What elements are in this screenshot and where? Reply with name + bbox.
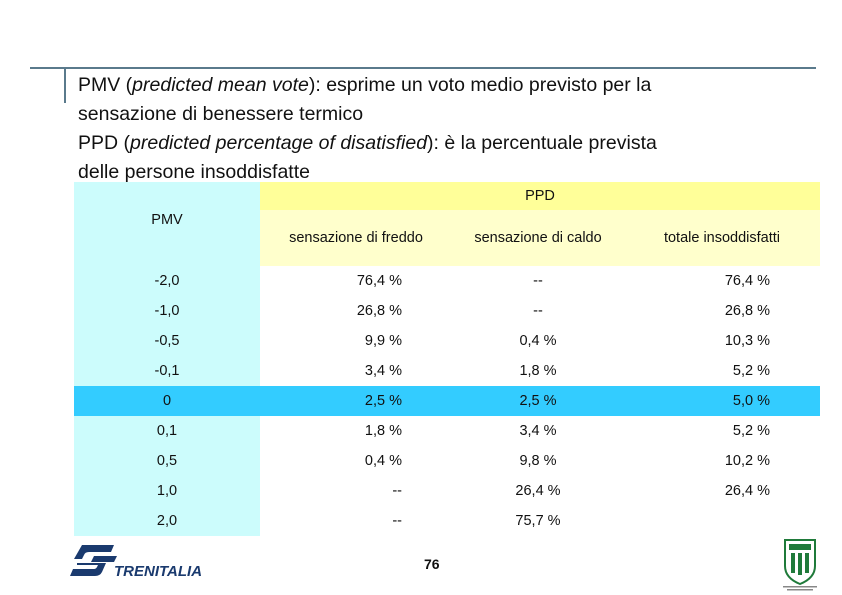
pmv-cell: 2,0 (74, 506, 260, 536)
cold-cell: 76,4 % (356, 273, 402, 289)
col-total-header: totale insoddisfatti (624, 210, 820, 266)
ppd-header: PPD (260, 182, 820, 210)
cold-cell: 3,4 % (364, 363, 402, 379)
trenitalia-wordmark: TRENITALIA (114, 563, 202, 580)
hot-cell: 75,7 % (515, 513, 561, 529)
pmv-cell: 0,1 (74, 416, 260, 446)
table-body: -2,0 76,4 % -- 76,4 % -1,0 26,8 % -- 26,8 % -0,5… (74, 266, 820, 536)
table-row: -2,0 76,4 % -- 76,4 % (74, 266, 820, 296)
total-cell: 26,4 % (724, 483, 770, 499)
pmv-cell: -0,5 (74, 326, 260, 356)
table-row: 1,0 -- 26,4 % 26,4 % (74, 476, 820, 506)
hot-cell: 0,4 % (519, 333, 557, 349)
university-crest (783, 539, 817, 591)
col-cold-header: sensazione di freddo (260, 210, 452, 266)
cold-cell: 0,4 % (364, 453, 402, 469)
pmv-cell: 0 (74, 386, 260, 416)
hot-cell: 1,8 % (519, 363, 557, 379)
table-row: -0,5 9,9 % 0,4 % 10,3 % (74, 326, 820, 356)
ppd-table: PMV PPD sensazione di freddo sensazione … (74, 182, 820, 536)
total-cell: 5,2 % (732, 423, 770, 439)
heading-line-4: delle persone insoddisfatte (78, 161, 310, 183)
pmv-cell: -0,1 (74, 356, 260, 386)
total-cell: 5,0 % (624, 386, 820, 416)
total-cell: 76,4 % (724, 273, 770, 289)
table-row: 2,0 -- 75,7 % (74, 506, 820, 536)
table-row: 0,1 1,8 % 3,4 % 5,2 % (74, 416, 820, 446)
table-row: 0 2,5 % 2,5 % 5,0 % (74, 386, 820, 416)
pmv-cell: -1,0 (74, 296, 260, 326)
cold-cell: 2,5 % (260, 386, 452, 416)
trenitalia-logo: TRENITALIA (70, 545, 202, 580)
table-row: -0,1 3,4 % 1,8 % 5,2 % (74, 356, 820, 386)
cold-cell: 1,8 % (364, 423, 402, 439)
pmv-cell: 1,0 (74, 476, 260, 506)
top-rule (30, 67, 816, 69)
table-row: -1,0 26,8 % -- 26,8 % (74, 296, 820, 326)
cold-cell: 26,8 % (356, 303, 402, 319)
hot-cell: 3,4 % (519, 423, 557, 439)
heading-line-2: sensazione di benessere termico (78, 103, 364, 125)
pmv-header: PMV (74, 182, 260, 266)
heading-line-3: PPD (predicted percentage of disatisfied… (78, 132, 657, 154)
pmv-cell: 0,5 (74, 446, 260, 476)
cold-cell: -- (392, 513, 402, 529)
page-number: 76 (424, 556, 440, 572)
total-cell: 5,2 % (732, 363, 770, 379)
col-hot-header: sensazione di caldo (452, 210, 624, 266)
slide-heading: PMV (predicted mean vote): esprime un vo… (78, 71, 818, 187)
cold-cell: 9,9 % (364, 333, 402, 349)
hot-cell: 9,8 % (519, 453, 557, 469)
left-rule (64, 67, 66, 103)
pmv-cell: -2,0 (74, 266, 260, 296)
total-cell (624, 506, 820, 536)
heading-line-1: PMV (predicted mean vote): esprime un vo… (78, 74, 652, 96)
hot-cell: -- (533, 273, 543, 289)
total-cell: 10,2 % (724, 453, 770, 469)
table-row: 0,5 0,4 % 9,8 % 10,2 % (74, 446, 820, 476)
hot-cell: -- (533, 303, 543, 319)
hot-cell: 26,4 % (515, 483, 561, 499)
total-cell: 10,3 % (724, 333, 770, 349)
cold-cell: -- (392, 483, 402, 499)
hot-cell: 2,5 % (452, 386, 624, 416)
total-cell: 26,8 % (724, 303, 770, 319)
